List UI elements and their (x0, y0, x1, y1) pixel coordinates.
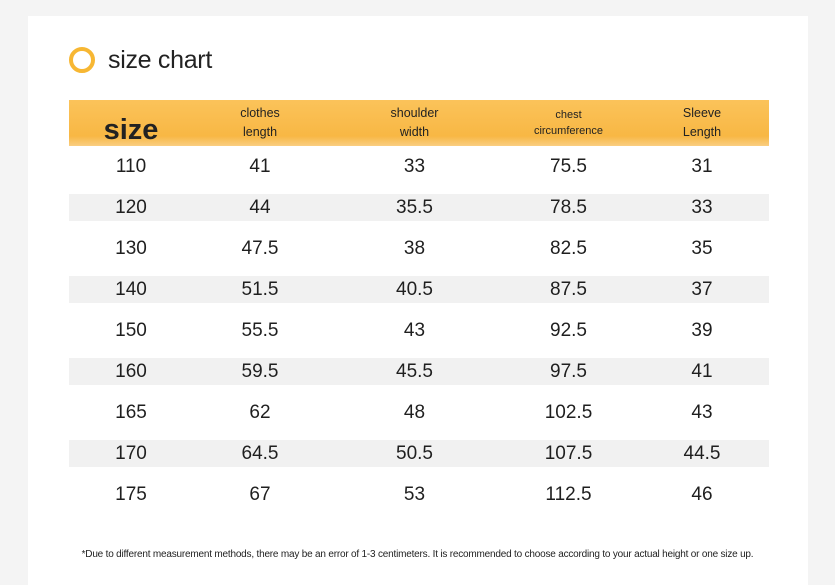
header-line: length (242, 125, 278, 139)
cell-chest-circumference: 107.5 (544, 442, 593, 464)
header-clothes-length: clothes length (193, 100, 327, 146)
cell-chest-circumference: 97.5 (550, 360, 587, 382)
cell-shoulder-width: 53 (403, 483, 426, 505)
cell-sleeve-length: 31 (691, 155, 713, 177)
cell-shoulder-width: 38 (403, 237, 426, 259)
cell-size: 175 (115, 483, 147, 505)
cell-shoulder-width: 40.5 (396, 278, 433, 300)
cell-clothes-length: 47.5 (241, 237, 279, 259)
cell-sleeve-length: 43 (691, 401, 713, 423)
table-header: size clothes length shoulder width chest… (69, 100, 769, 146)
cell-sleeve-length: 46 (691, 483, 713, 505)
table-row: 150 55.5 43 92.5 39 (69, 310, 769, 351)
header-line: Length (682, 125, 722, 139)
cell-clothes-length: 44 (249, 196, 271, 218)
circle-ring-icon (69, 47, 95, 73)
table-row: 170 64.5 50.5 107.5 44.5 (69, 440, 769, 467)
cell-sleeve-length: 33 (691, 196, 713, 218)
header-chest-circumference: chest circumference (502, 100, 635, 146)
cell-sleeve-length: 41 (691, 360, 713, 382)
cell-size: 140 (115, 278, 147, 300)
header-line: chest (555, 109, 582, 121)
cell-clothes-length: 64.5 (241, 442, 279, 464)
title-row: size chart (69, 44, 212, 76)
cell-sleeve-length: 44.5 (683, 442, 721, 464)
cell-clothes-length: 59.5 (241, 360, 279, 382)
cell-shoulder-width: 45.5 (396, 360, 433, 382)
table-row: 165 62 48 102.5 43 (69, 392, 769, 433)
cell-size: 170 (115, 442, 147, 464)
table-row: 120 44 35.5 78.5 33 (69, 194, 769, 221)
header-sleeve-length: Sleeve Length (635, 100, 769, 146)
page-title: size chart (108, 45, 212, 74)
cell-clothes-length: 55.5 (241, 319, 279, 341)
header-line: Sleeve (682, 106, 722, 120)
table-row: 140 51.5 40.5 87.5 37 (69, 276, 769, 303)
cell-chest-circumference: 78.5 (550, 196, 587, 218)
cell-shoulder-width: 50.5 (396, 442, 433, 464)
cell-shoulder-width: 43 (403, 319, 426, 341)
cell-size: 120 (115, 196, 147, 218)
cell-chest-circumference: 87.5 (550, 278, 587, 300)
cell-clothes-length: 51.5 (241, 278, 279, 300)
cell-shoulder-width: 48 (403, 401, 426, 423)
table-row: 130 47.5 38 82.5 35 (69, 228, 769, 269)
measurement-note: *Due to different measurement methods, t… (81, 549, 754, 560)
header-line: clothes (240, 106, 280, 120)
header-line: circumference (533, 125, 604, 137)
header-size-label: size (103, 114, 159, 146)
cell-size: 150 (115, 319, 147, 341)
table-row: 110 41 33 75.5 31 (69, 146, 769, 187)
cell-sleeve-length: 35 (691, 237, 713, 259)
cell-size: 130 (115, 237, 147, 259)
header-shoulder-width: shoulder width (327, 100, 502, 146)
cell-shoulder-width: 35.5 (396, 196, 433, 218)
cell-chest-circumference: 82.5 (550, 237, 587, 259)
cell-chest-circumference: 92.5 (550, 319, 587, 341)
cell-sleeve-length: 39 (691, 319, 713, 341)
table-row: 160 59.5 45.5 97.5 41 (69, 358, 769, 385)
cell-sleeve-length: 37 (691, 278, 713, 300)
cell-clothes-length: 62 (249, 401, 271, 423)
cell-clothes-length: 41 (249, 155, 271, 177)
header-line: shoulder (390, 106, 439, 120)
cell-size: 110 (115, 155, 147, 177)
cell-size: 160 (115, 360, 147, 382)
table-row: 175 67 53 112.5 46 (69, 474, 769, 515)
cell-shoulder-width: 33 (403, 155, 426, 177)
header-line: width (399, 125, 430, 139)
cell-chest-circumference: 112.5 (545, 483, 592, 505)
cell-chest-circumference: 75.5 (550, 155, 587, 177)
size-table: size clothes length shoulder width chest… (69, 100, 769, 515)
cell-size: 165 (115, 401, 147, 423)
table-body: 110 41 33 75.5 31 120 44 35.5 78.5 33 130 47.5 38 82.… (69, 146, 769, 515)
cell-chest-circumference: 102.5 (544, 401, 593, 423)
header-size: size (69, 100, 193, 146)
cell-clothes-length: 67 (249, 483, 271, 505)
